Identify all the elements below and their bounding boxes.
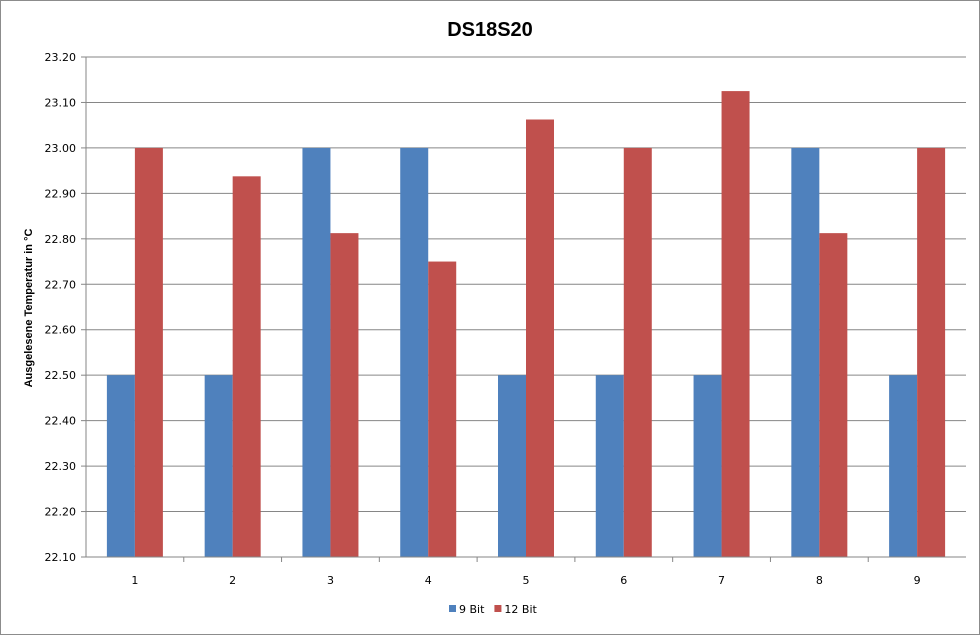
y-tick-label: 22.10 bbox=[45, 551, 77, 564]
bar-9-bit-4 bbox=[400, 147, 429, 557]
bar-9-bit-6 bbox=[595, 375, 624, 557]
y-tick-label: 22.70 bbox=[45, 278, 77, 291]
x-tick-label: 7 bbox=[718, 574, 725, 587]
y-tick-label: 23.10 bbox=[45, 96, 77, 109]
y-tick-label: 22.40 bbox=[45, 415, 77, 428]
bar-12-bit-1 bbox=[134, 147, 163, 557]
legend-swatch-12-bit bbox=[494, 605, 502, 612]
bar-9-bit-2 bbox=[204, 375, 233, 557]
legend-label: 12 Bit bbox=[504, 603, 537, 616]
legend: 9 Bit 12 Bit bbox=[449, 603, 538, 616]
x-tick-label: 3 bbox=[327, 574, 334, 587]
legend-label: 9 Bit bbox=[459, 603, 485, 616]
x-tick-labels: 1 2 3 4 5 6 7 8 9 bbox=[131, 574, 920, 587]
y-tick-label: 22.90 bbox=[45, 187, 77, 200]
x-tick-label: 8 bbox=[816, 574, 823, 587]
bar-12-bit-5 bbox=[526, 119, 554, 557]
bar-9-bit-3 bbox=[302, 147, 331, 557]
x-tick-label: 6 bbox=[620, 574, 627, 587]
bar-12-bit-6 bbox=[623, 147, 652, 557]
y-axis-label: Ausgelesene Temperatur in °C bbox=[23, 229, 35, 388]
y-tick-label: 22.80 bbox=[45, 233, 77, 246]
y-tick-label: 22.30 bbox=[45, 460, 77, 473]
x-tick-label: 1 bbox=[131, 574, 138, 587]
bar-12-bit-2 bbox=[232, 176, 261, 557]
bar-9-bit-9 bbox=[889, 375, 918, 557]
bars bbox=[106, 91, 946, 558]
y-tick-label: 22.20 bbox=[45, 506, 77, 519]
y-tick-label: 22.60 bbox=[45, 324, 77, 337]
axes bbox=[85, 57, 966, 558]
y-tick-label: 23.00 bbox=[45, 142, 77, 155]
y-tick-label: 22.50 bbox=[45, 369, 77, 382]
bar-9-bit-1 bbox=[106, 375, 135, 557]
bar-9-bit-5 bbox=[498, 375, 526, 557]
x-tick-label: 9 bbox=[914, 574, 921, 587]
bar-12-bit-7 bbox=[721, 91, 750, 557]
bar-12-bit-3 bbox=[330, 233, 359, 558]
bar-9-bit-8 bbox=[791, 147, 820, 557]
legend-swatch-9-bit bbox=[449, 605, 456, 612]
bar-9-bit-7 bbox=[693, 375, 722, 557]
x-tick-label: 2 bbox=[229, 574, 236, 587]
y-tick-labels: 22.10 22.20 22.30 22.40 22.50 22.60 22.70 22.80… bbox=[45, 51, 77, 564]
x-tick-label: 4 bbox=[425, 574, 432, 587]
chart-title: DS18S20 bbox=[447, 19, 533, 41]
bar-12-bit-8 bbox=[819, 233, 848, 558]
bar-12-bit-9 bbox=[917, 147, 946, 557]
y-tick-label: 23.20 bbox=[45, 51, 77, 64]
bar-12-bit-4 bbox=[428, 261, 457, 557]
x-tick-label: 5 bbox=[523, 574, 530, 587]
